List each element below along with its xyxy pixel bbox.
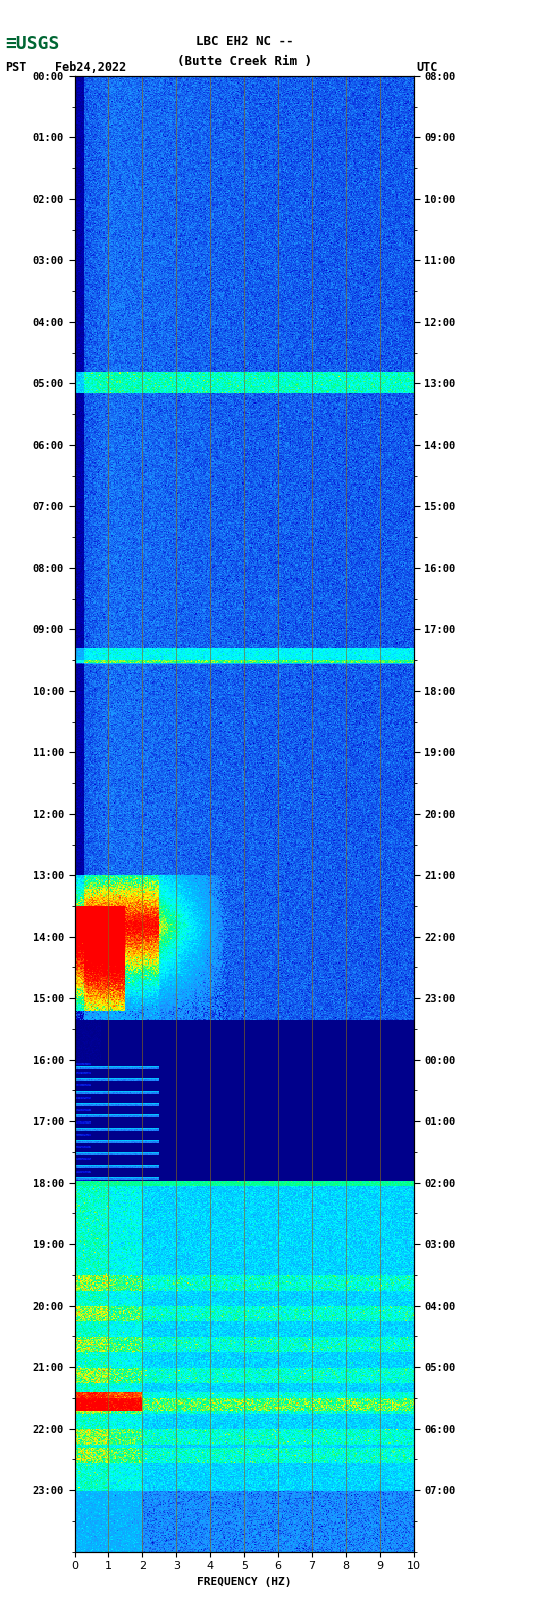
Text: UTC: UTC <box>417 61 438 74</box>
Text: ≡USGS: ≡USGS <box>6 35 60 53</box>
Text: (Butte Creek Rim ): (Butte Creek Rim ) <box>177 55 312 68</box>
Text: LBC EH2 NC --: LBC EH2 NC -- <box>195 35 293 48</box>
Text: PST: PST <box>6 61 27 74</box>
X-axis label: FREQUENCY (HZ): FREQUENCY (HZ) <box>197 1578 291 1587</box>
Text: Feb24,2022: Feb24,2022 <box>55 61 126 74</box>
